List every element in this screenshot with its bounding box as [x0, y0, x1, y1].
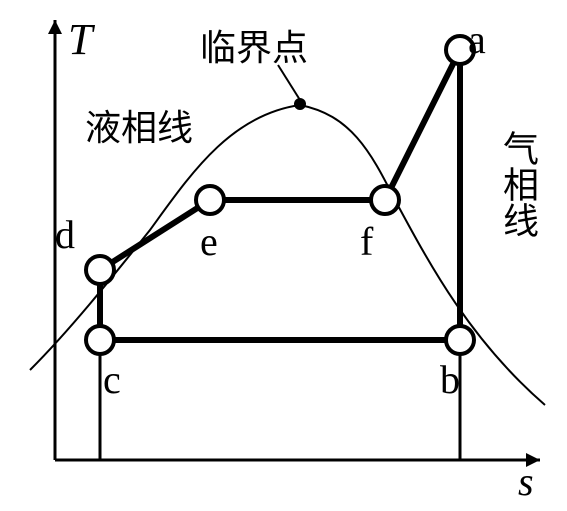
point-b-label: b: [440, 360, 460, 400]
axis-y-label: T: [68, 18, 92, 62]
gas-line-label: 气相线: [500, 130, 536, 238]
axis-x-label: s: [518, 462, 534, 502]
diagram-svg: [0, 0, 567, 511]
point-d-label: d: [55, 215, 75, 255]
liquid-line-label: 液相线: [85, 110, 193, 146]
point-f-label: f: [360, 222, 373, 262]
critical-point-label: 临界点: [200, 30, 308, 66]
point-a-label: a: [468, 20, 486, 60]
point-e-label: e: [200, 222, 218, 262]
ts-diagram: T s a b c d e f 临界点 液相线 气相线: [0, 0, 567, 511]
point-c-label: c: [103, 360, 121, 400]
